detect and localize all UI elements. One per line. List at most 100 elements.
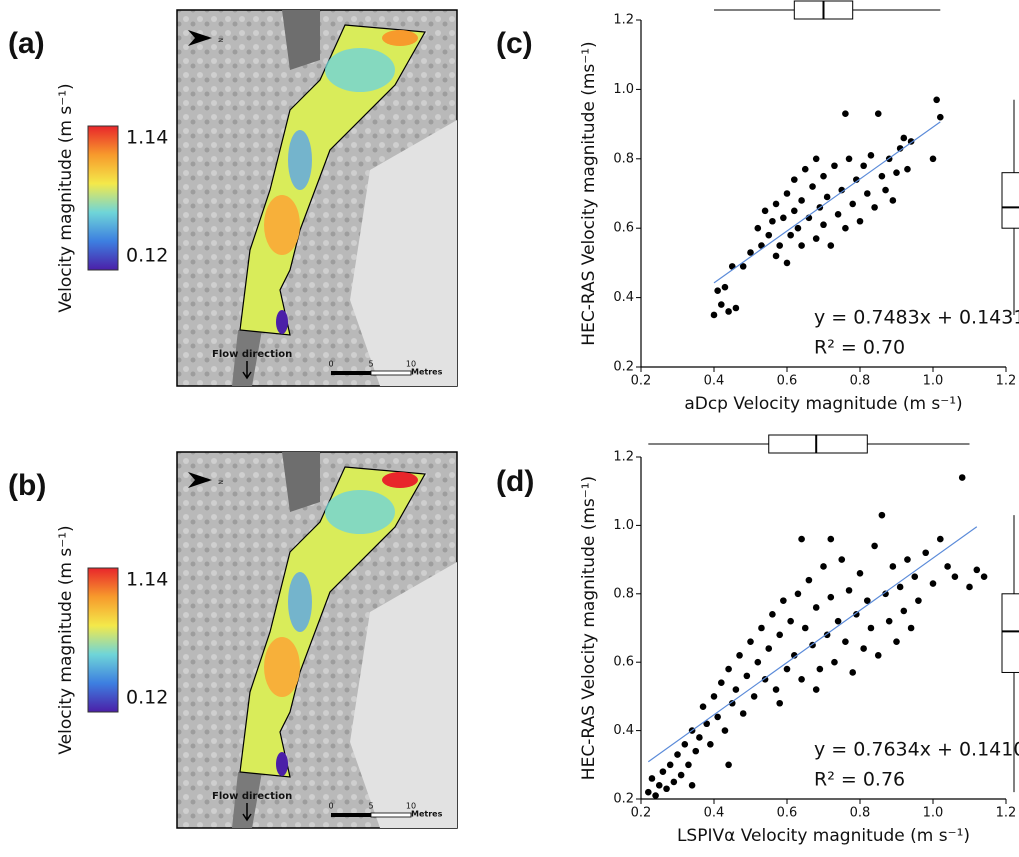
colorbar-title: Velocity magnitude (m s⁻¹) xyxy=(56,525,76,754)
point xyxy=(827,593,835,601)
colorbar-min: 0.12 xyxy=(126,687,168,709)
point xyxy=(772,252,780,260)
point xyxy=(842,110,849,117)
point xyxy=(827,535,835,543)
velocity-zone xyxy=(382,30,418,46)
terrain-light xyxy=(350,562,457,828)
x-tick-label: 0.6 xyxy=(777,806,798,821)
flow-label: Flow direction xyxy=(212,349,292,360)
point xyxy=(849,200,856,208)
point xyxy=(889,197,897,204)
point xyxy=(860,645,867,652)
point xyxy=(820,221,827,229)
point xyxy=(699,703,707,710)
point xyxy=(896,145,904,152)
point xyxy=(820,172,827,180)
point xyxy=(787,231,794,239)
point xyxy=(838,186,846,194)
point xyxy=(801,624,809,632)
point xyxy=(787,617,794,625)
point xyxy=(791,176,798,183)
point xyxy=(812,604,820,611)
point xyxy=(853,611,860,618)
x-tick-label: 0.4 xyxy=(704,806,725,821)
y-tick-label: 1.0 xyxy=(613,518,634,533)
point xyxy=(783,259,791,267)
scale-bar xyxy=(331,813,371,817)
x-tick-label: 0.6 xyxy=(777,374,798,389)
point xyxy=(834,211,842,218)
scale-label: 10 xyxy=(406,802,416,811)
point xyxy=(758,242,765,249)
point xyxy=(648,775,656,782)
point xyxy=(915,597,922,604)
point xyxy=(663,785,670,793)
x-tick-label: 1.2 xyxy=(996,374,1017,389)
point xyxy=(670,778,678,786)
point xyxy=(867,152,875,159)
point xyxy=(911,573,919,580)
point xyxy=(929,155,937,163)
point xyxy=(798,242,805,249)
colorbar-title: Velocity magnitude (m s⁻¹) xyxy=(56,83,76,312)
point xyxy=(794,224,802,232)
velocity-zone xyxy=(325,48,395,92)
y-tick-label: 1.0 xyxy=(613,82,634,97)
x-tick-label: 0.4 xyxy=(704,374,725,389)
point xyxy=(867,624,875,632)
flow-arrow xyxy=(242,803,252,822)
point xyxy=(831,162,838,170)
point xyxy=(816,665,824,673)
y-axis-label: HEC-RAS Velocity magnitude (ms⁻¹) xyxy=(579,476,599,780)
point xyxy=(769,217,776,225)
point xyxy=(951,573,959,580)
point xyxy=(710,693,718,700)
point xyxy=(838,556,846,563)
r-squared: R² = 0.70 xyxy=(814,337,905,359)
point xyxy=(904,556,911,563)
velocity-zone xyxy=(325,490,395,534)
point xyxy=(805,576,813,584)
point xyxy=(944,563,951,570)
colorbar-max: 1.14 xyxy=(126,569,168,591)
fit-line xyxy=(713,121,941,284)
equation: y = 0.7483x + 0.1431 xyxy=(814,307,1019,329)
point xyxy=(732,304,740,312)
point xyxy=(933,96,940,104)
point xyxy=(907,138,915,145)
point xyxy=(674,751,681,758)
y-tick-label: 0.2 xyxy=(613,792,634,807)
point xyxy=(703,720,710,728)
point xyxy=(882,590,889,598)
point xyxy=(922,549,929,557)
point xyxy=(645,788,652,796)
point xyxy=(725,761,732,769)
flow-label: Flow direction xyxy=(212,791,292,802)
colorbar xyxy=(87,567,119,713)
point xyxy=(750,693,758,700)
point xyxy=(780,597,787,604)
velocity-zone xyxy=(264,195,300,255)
y-tick-label: 0.6 xyxy=(613,655,634,670)
velocity-zone xyxy=(276,752,288,776)
point xyxy=(776,699,783,707)
point xyxy=(896,583,904,591)
point xyxy=(874,652,882,659)
point xyxy=(929,580,937,587)
point xyxy=(772,200,780,208)
colorbar-max: 1.14 xyxy=(126,127,168,149)
point xyxy=(725,308,732,315)
terrain-light xyxy=(350,120,457,386)
point xyxy=(739,710,747,717)
point xyxy=(696,734,703,741)
scale-bar xyxy=(370,370,412,376)
colorbar xyxy=(87,125,119,271)
point xyxy=(776,631,783,639)
north-label: N xyxy=(217,38,224,43)
point xyxy=(831,658,838,666)
x-tick-label: 0.2 xyxy=(631,806,652,821)
colorbar-min: 0.12 xyxy=(126,245,168,267)
panel-label: (a) xyxy=(8,27,45,60)
point xyxy=(783,665,791,673)
